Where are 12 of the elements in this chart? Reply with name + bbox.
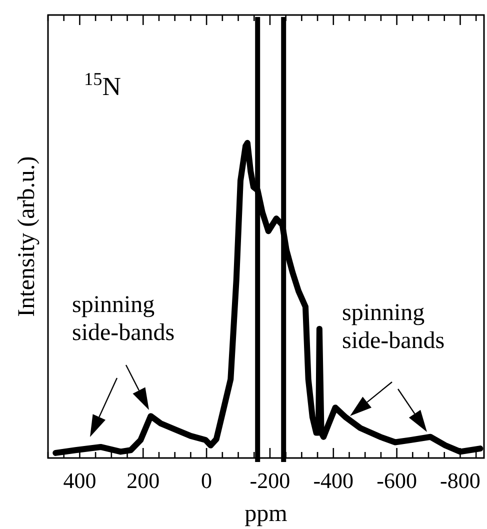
text: $^{15}$N — [84, 69, 122, 101]
x-axis-title: ppm — [244, 501, 288, 527]
annotation: spinning side-bands — [342, 300, 445, 354]
x-tick-label: -400 — [313, 468, 354, 493]
x-tick-label: -800 — [440, 468, 480, 493]
x-tick-label: -200 — [250, 468, 290, 493]
x-tick-label: 200 — [126, 468, 160, 493]
y-axis-title: Intensity (arb.u.) — [14, 156, 40, 317]
x-tick-label: 0 — [201, 468, 212, 493]
x-tick-label: -600 — [376, 468, 417, 493]
annotation: spinning side-bands — [72, 292, 175, 346]
x-tick-label: 400 — [63, 468, 96, 493]
